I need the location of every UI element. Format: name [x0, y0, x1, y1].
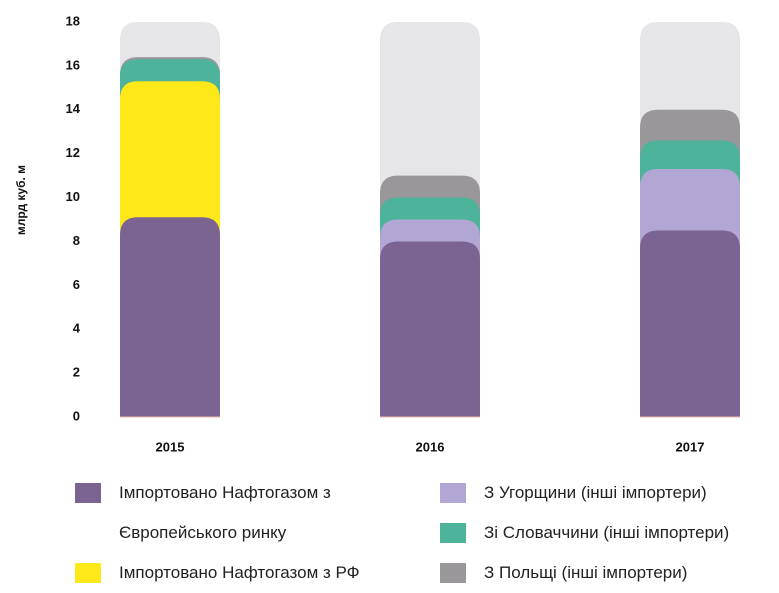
legend-swatch	[75, 563, 101, 583]
legend-item: З Польщі (інші імпортери)	[440, 553, 687, 593]
x-tick-label: 2016	[416, 439, 445, 454]
legend-item: З Угорщини (інші імпортери)	[440, 473, 707, 513]
legend-item: Імпортовано Нафтогазом з РФ	[75, 553, 360, 593]
y-tick-label: 16	[66, 57, 80, 72]
x-tick-label: 2015	[156, 439, 185, 454]
legend-label: Імпортовано Нафтогазом з Європейського р…	[119, 483, 331, 542]
legend-label: З Польщі (інші імпортери)	[484, 563, 688, 582]
y-tick-label: 4	[73, 321, 81, 336]
x-tick-label: 2017	[676, 439, 705, 454]
legend-label: Імпортовано Нафтогазом з РФ	[119, 563, 360, 582]
y-tick-label: 2	[73, 365, 80, 380]
legend-swatch	[75, 483, 101, 503]
y-tick-label: 14	[66, 101, 81, 116]
legend-swatch	[440, 483, 466, 503]
y-axis-label: млрд куб. м	[14, 165, 28, 235]
y-tick-label: 10	[66, 189, 80, 204]
y-tick-label: 8	[73, 233, 80, 248]
legend-swatch	[440, 563, 466, 583]
y-tick-label: 6	[73, 277, 80, 292]
legend-swatch	[440, 523, 466, 543]
y-tick-label: 12	[66, 145, 80, 160]
bar-segment	[120, 217, 220, 417]
legend-label: З Угорщини (інші імпортери)	[484, 483, 707, 502]
legend-item: Зі Словаччини (інші імпортери)	[440, 513, 729, 553]
legend-label: Зі Словаччини (інші імпортери)	[484, 523, 730, 542]
y-tick-label: 0	[73, 408, 80, 423]
y-tick-label: 18	[66, 13, 80, 28]
chart: млрд куб. м 0 2 4 6 8 10 12 14 16 18 2015 2016 2017	[14, 13, 740, 454]
bar-segment	[380, 241, 480, 417]
bar-segment	[640, 230, 740, 417]
legend-item: Імпортовано Нафтогазом з Європейського р…	[75, 473, 344, 553]
